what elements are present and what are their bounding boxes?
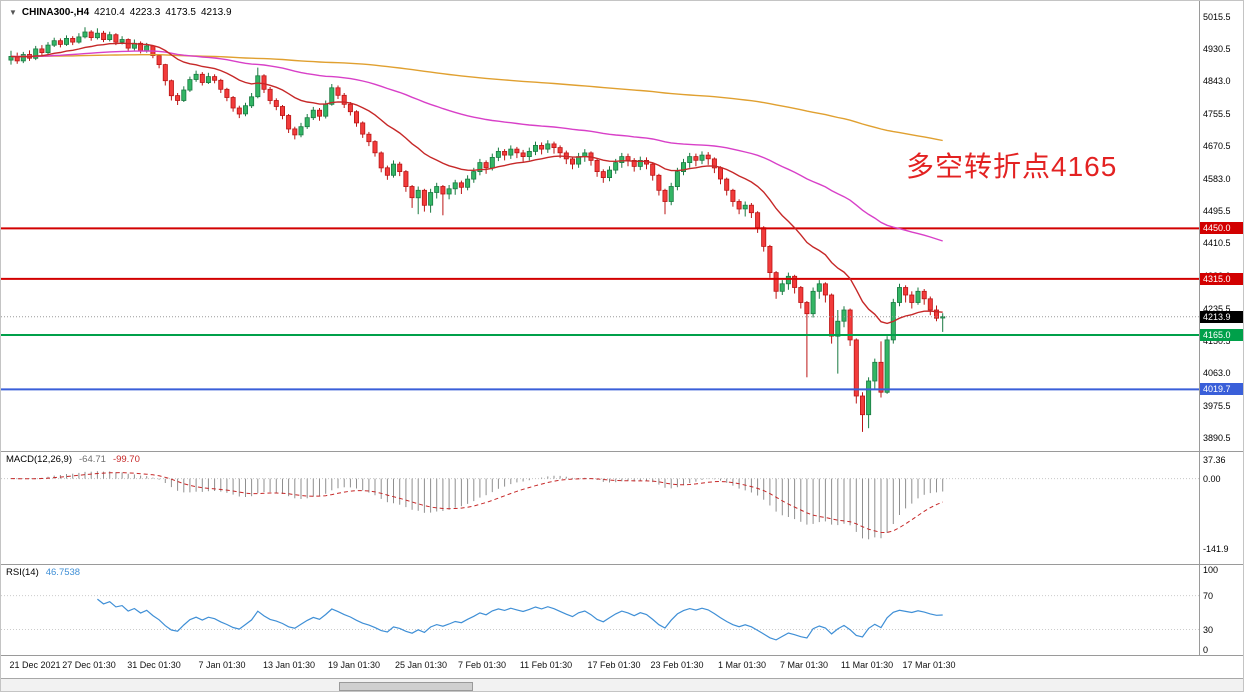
symbol-timeframe-label: CHINA300-,H4: [21, 7, 90, 18]
time-axis-label: 13 Jan 01:30: [262, 660, 316, 670]
price-axis[interactable]: 5015.5 4930.5 4843.0 4755.5 4670.5 4583.0 4495…: [1199, 1, 1243, 451]
axis-tick-label: 4930.5: [1203, 43, 1231, 54]
time-axis-label: 7 Feb 01:30: [457, 660, 507, 670]
moving-average-lines: [10, 42, 943, 325]
macd-signal-line: [10, 472, 943, 534]
macd-axis[interactable]: 37.36 0.00 -141.9: [1199, 452, 1243, 564]
time-axis-label: 7 Mar 01:30: [779, 660, 829, 670]
price-tag-label: 4019.7: [1200, 383, 1243, 396]
time-axis-label: 7 Jan 01:30: [198, 660, 246, 670]
time-axis-label: 27 Dec 01:30: [62, 660, 116, 670]
macd-value-signal: -99.70: [112, 454, 140, 465]
time-axis-label: 17 Mar 01:30: [902, 660, 956, 670]
ohlc-low: 4173.5: [165, 7, 196, 18]
macd-canvas[interactable]: [1, 452, 1199, 564]
axis-tick-label: 5015.5: [1203, 11, 1231, 22]
panel-separator[interactable]: [1, 451, 1243, 452]
rsi-canvas[interactable]: [1, 565, 1199, 655]
axis-tick-label: -141.9: [1203, 543, 1229, 554]
main-chart-canvas[interactable]: [1, 1, 1199, 451]
axis-tick-label: 3975.5: [1203, 400, 1231, 411]
rsi-panel: RSI(14) 46.7538 100 70 30 0: [1, 565, 1243, 655]
axis-tick-label: 0.00: [1203, 473, 1221, 484]
axis-tick-label: 4843.0: [1203, 76, 1231, 87]
symbol-info: ▼ CHINA300-,H4 4210.4 4223.3 4173.5 4213…: [9, 7, 232, 18]
price-tag-label: 4315.0: [1200, 272, 1243, 285]
axis-tick-label: 4495.5: [1203, 206, 1231, 217]
horizontal-level-lines[interactable]: [1, 227, 1199, 391]
rsi-value: 46.7538: [45, 567, 81, 578]
scrollbar-thumb[interactable]: [339, 682, 473, 691]
ohlc-high: 4223.3: [129, 7, 161, 18]
ohlc-close: 4213.9: [200, 7, 232, 18]
rsi-line: [97, 598, 943, 641]
axis-tick-label: 4063.0: [1203, 368, 1231, 379]
axis-tick-label: 0: [1203, 645, 1209, 655]
rsi-label: RSI(14) 46.7538: [6, 567, 80, 578]
time-axis-label: 21 Dec 2021: [9, 660, 61, 670]
candles-group: [8, 27, 946, 432]
price-tag-label: 4213.9: [1200, 310, 1243, 323]
panel-separator[interactable]: [1, 655, 1243, 656]
time-axis-label: 11 Mar 01:30: [840, 660, 894, 670]
axis-tick-label: 30: [1203, 624, 1214, 635]
time-axis[interactable]: 21 Dec 2021 27 Dec 01:30 31 Dec 01:30 7 Jan…: [1, 656, 1243, 678]
axis-tick-label: 4235.5: [1203, 303, 1231, 314]
rsi-axis[interactable]: 100 70 30 0: [1199, 565, 1243, 655]
axis-tick-label: 100: [1203, 565, 1219, 576]
axis-tick-label: 4755.5: [1203, 109, 1231, 120]
axis-tick-label: 4410.5: [1203, 238, 1231, 249]
macd-value-main: -64.71: [79, 454, 106, 465]
ohlc-open: 4210.4: [94, 7, 125, 18]
rsi-level-lines: [1, 595, 1199, 630]
axis-tick-label: 4583.0: [1203, 173, 1231, 184]
time-axis-label: 1 Mar 01:30: [717, 660, 767, 670]
chart-annotation-text[interactable]: 多空转折点4165: [906, 151, 1118, 182]
axis-tick-label: 70: [1203, 590, 1214, 601]
axis-tick-label: 4670.5: [1203, 141, 1231, 151]
time-axis-label: 17 Feb 01:30: [587, 660, 641, 670]
main-chart-panel: ▼ CHINA300-,H4 4210.4 4223.3 4173.5 4213…: [1, 1, 1243, 451]
time-axis-label: 31 Dec 01:30: [127, 660, 181, 670]
axis-tick-label: 3890.5: [1203, 432, 1231, 443]
axis-tick-label: 37.36: [1203, 455, 1226, 466]
macd-label: MACD(12,26,9) -64.71 -99.70: [6, 454, 140, 465]
time-axis-label: 19 Jan 01:30: [327, 660, 381, 670]
time-axis-label: 23 Feb 01:30: [650, 660, 704, 670]
time-axis-label: 25 Jan 01:30: [394, 660, 448, 670]
macd-panel: MACD(12,26,9) -64.71 -99.70 37.36 0.00 -14…: [1, 452, 1243, 564]
price-tag-label: 4165.0: [1200, 329, 1243, 341]
time-axis-label: 11 Feb 01:30: [519, 660, 573, 670]
horizontal-scrollbar[interactable]: [1, 678, 1243, 691]
collapse-arrow-icon[interactable]: ▼: [9, 8, 17, 17]
price-tag-label: 4450.0: [1200, 222, 1243, 235]
macd-name: MACD(12,26,9): [6, 454, 72, 465]
macd-histogram: [16, 471, 944, 540]
rsi-name: RSI(14): [6, 567, 39, 578]
panel-separator[interactable]: [1, 564, 1243, 565]
